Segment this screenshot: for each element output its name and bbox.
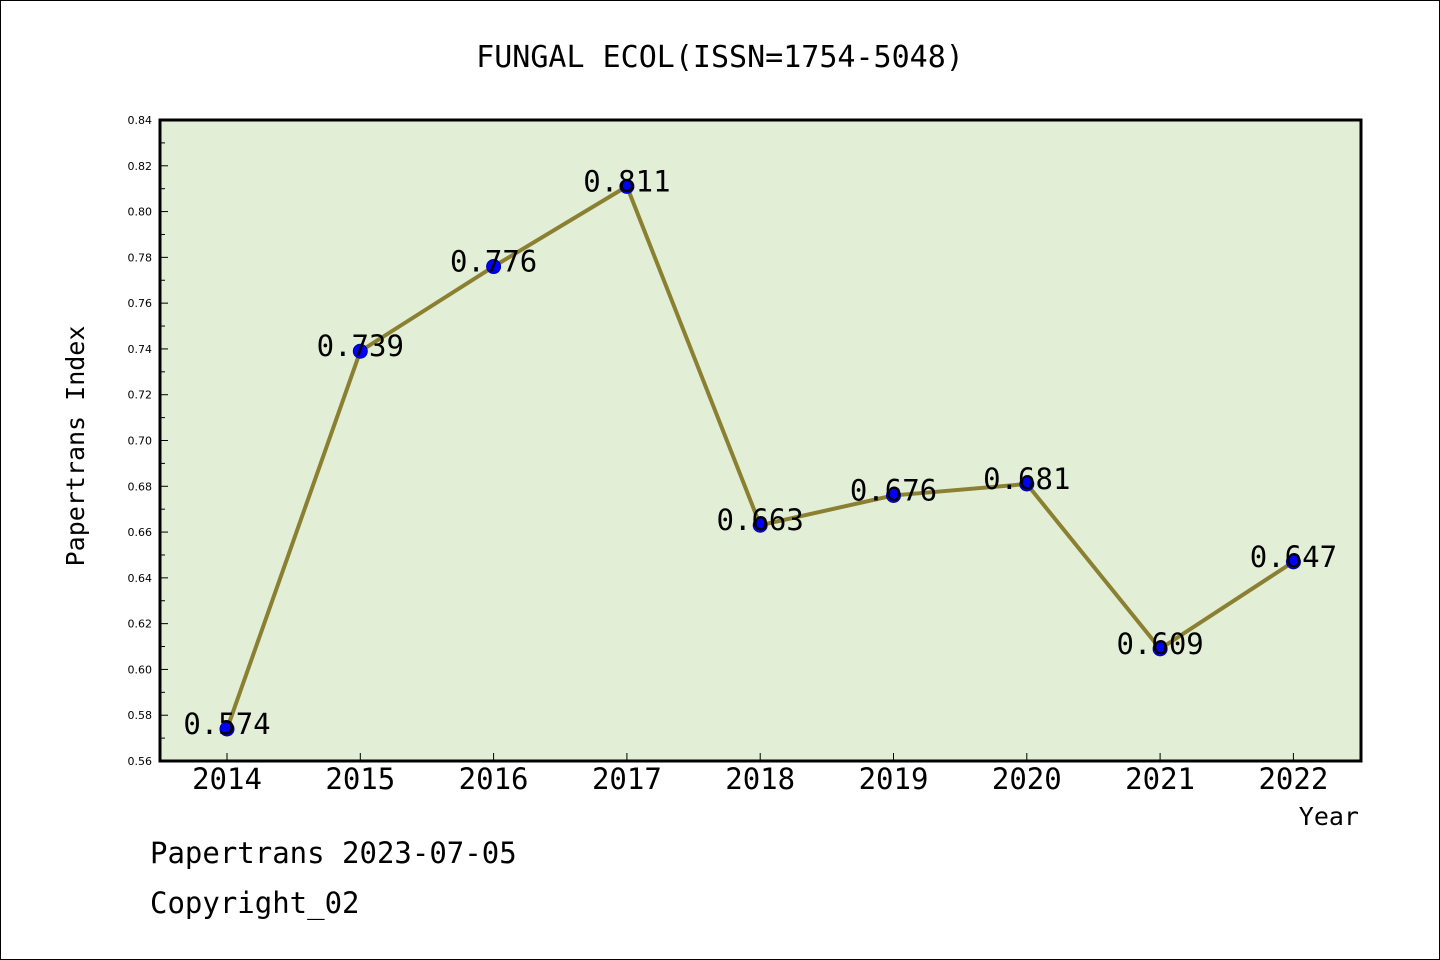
- data-point: [1285, 554, 1301, 570]
- data-label: 0.776: [450, 245, 537, 279]
- y-tick-label: 0.78: [128, 251, 153, 264]
- data-label: 0.647: [1250, 540, 1337, 574]
- data-point: [1019, 476, 1035, 492]
- x-axis-label: Year: [1299, 802, 1359, 831]
- data-label: 0.811: [583, 164, 670, 198]
- y-tick-label: 0.70: [128, 435, 153, 448]
- data-label: 0.681: [983, 462, 1070, 496]
- data-label: 0.676: [850, 473, 937, 507]
- x-tick-label: 2015: [325, 762, 395, 796]
- y-tick-label: 0.56: [128, 755, 153, 768]
- footer-copyright: Copyright_02: [150, 886, 360, 920]
- x-tick-label: 2018: [725, 762, 795, 796]
- data-label: 0.609: [1116, 627, 1203, 661]
- y-tick-label: 0.76: [128, 297, 153, 310]
- x-tick-label: 2016: [459, 762, 529, 796]
- data-point: [1152, 641, 1168, 657]
- data-labels: 0.574 0.739 0.776 0.811 0.663 0.676 0.681 0.609…: [183, 164, 1337, 741]
- x-tick-label: 2014: [192, 762, 262, 796]
- y-axis: 0.56 0.58 0.60 0.62 0.64 0.66 0.68 0.70 0.72 0.74…: [128, 114, 168, 768]
- data-label: 0.574: [183, 707, 270, 741]
- chart-title: FUNGAL ECOL(ISSN=1754-5048): [476, 40, 964, 75]
- y-tick-label: 0.68: [128, 480, 153, 493]
- data-label: 0.663: [717, 503, 804, 537]
- data-point: [352, 343, 368, 359]
- y-tick-label: 0.66: [128, 526, 153, 539]
- x-tick-label: 2017: [592, 762, 662, 796]
- data-point: [619, 178, 635, 194]
- y-tick-label: 0.80: [128, 206, 153, 219]
- data-point: [886, 487, 901, 503]
- x-tick-label: 2019: [859, 762, 929, 796]
- plot-area: [158, 118, 1363, 763]
- y-tick-label: 0.72: [128, 389, 153, 402]
- y-tick-label: 0.58: [128, 709, 153, 722]
- footer-date: Papertrans 2023-07-05: [150, 836, 517, 870]
- data-point: [752, 517, 768, 533]
- x-tick-label: 2022: [1258, 762, 1328, 796]
- x-tick-label: 2020: [992, 762, 1062, 796]
- x-tick-label: 2021: [1125, 762, 1195, 796]
- series-markers: [219, 178, 1301, 737]
- y-axis-label: Papertrans Index: [61, 326, 90, 567]
- y-tick-label: 0.84: [128, 114, 153, 127]
- x-axis: 2014 2015 2016 2017 2018 2019 2020 2021 2022: [192, 753, 1328, 796]
- y-tick-label: 0.60: [128, 663, 153, 676]
- y-tick-label: 0.82: [128, 160, 153, 173]
- data-label: 0.739: [317, 329, 404, 363]
- y-tick-label: 0.64: [128, 572, 153, 585]
- y-tick-label: 0.62: [128, 618, 153, 631]
- data-point: [486, 259, 502, 275]
- data-point: [219, 721, 235, 737]
- y-tick-label: 0.74: [128, 343, 153, 356]
